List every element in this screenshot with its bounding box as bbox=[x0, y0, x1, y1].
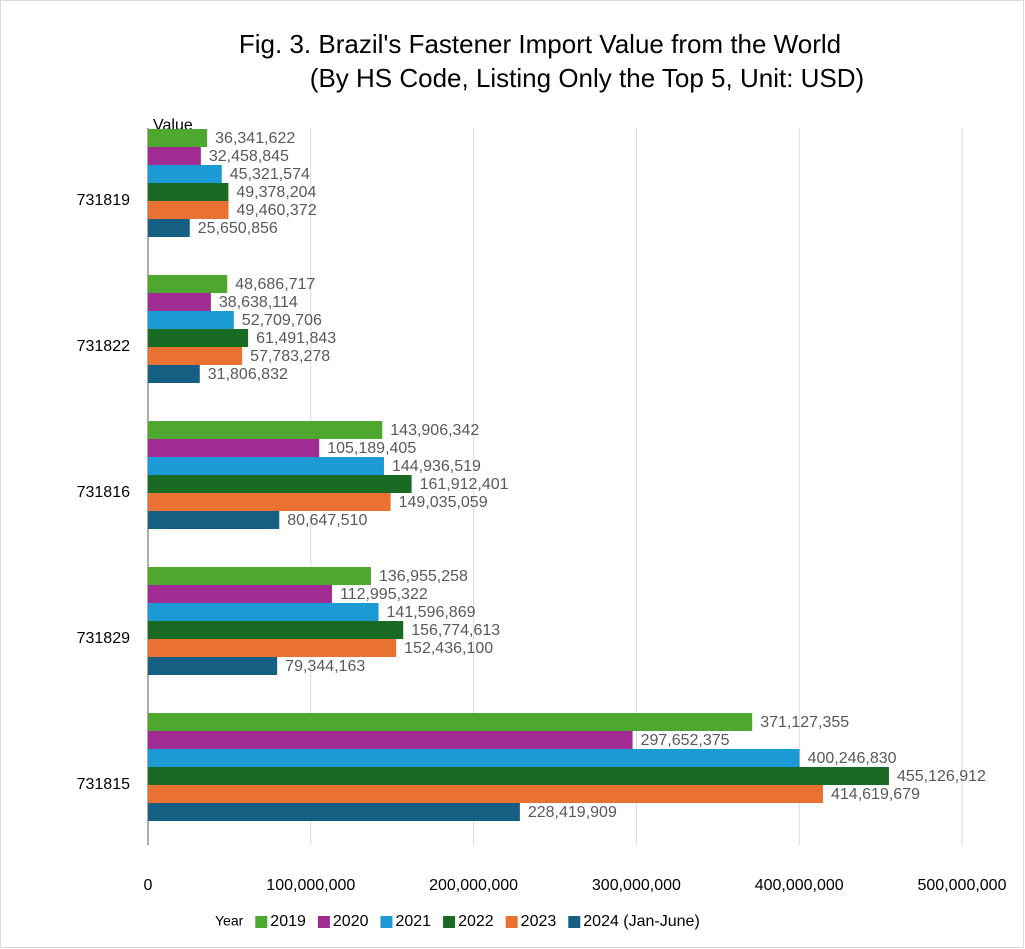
value-label: 136,955,258 bbox=[379, 568, 468, 585]
value-label: 141,596,869 bbox=[387, 604, 476, 621]
value-label: 149,035,059 bbox=[399, 494, 488, 511]
value-label: 144,936,519 bbox=[392, 458, 481, 475]
bar bbox=[148, 749, 800, 767]
bar bbox=[148, 475, 412, 493]
legend-label: 2020 bbox=[333, 913, 369, 930]
bar bbox=[148, 493, 391, 511]
value-label: 152,436,100 bbox=[404, 640, 493, 657]
value-label: 297,652,375 bbox=[641, 732, 730, 749]
bar bbox=[148, 639, 397, 657]
bar bbox=[148, 585, 332, 603]
y-tick-label: 731815 bbox=[77, 776, 130, 793]
value-label: 52,709,706 bbox=[242, 312, 322, 329]
value-label: 57,783,278 bbox=[250, 348, 330, 365]
chart-title: (By HS Code, Listing Only the Top 5, Uni… bbox=[310, 63, 864, 93]
value-label: 80,647,510 bbox=[287, 512, 367, 529]
legend-swatch bbox=[255, 916, 268, 928]
bar bbox=[148, 293, 211, 311]
x-tick-label: 0 bbox=[144, 877, 153, 894]
value-label: 156,774,613 bbox=[411, 622, 500, 639]
x-tick-label: 500,000,000 bbox=[918, 877, 1007, 894]
bar bbox=[148, 785, 824, 803]
value-label: 79,344,163 bbox=[285, 658, 365, 675]
bar bbox=[148, 767, 889, 785]
bar bbox=[148, 421, 383, 439]
value-label: 455,126,912 bbox=[897, 768, 986, 785]
y-tick-label: 731819 bbox=[77, 192, 130, 209]
value-label: 45,321,574 bbox=[230, 166, 310, 183]
x-tick-label: 100,000,000 bbox=[266, 877, 355, 894]
bar bbox=[148, 603, 379, 621]
bar bbox=[148, 365, 200, 383]
value-label: 61,491,843 bbox=[256, 330, 336, 347]
bar bbox=[148, 311, 234, 329]
bar bbox=[148, 731, 633, 749]
y-tick-label: 731822 bbox=[77, 338, 130, 355]
bar bbox=[148, 329, 249, 347]
value-label: 143,906,342 bbox=[390, 422, 479, 439]
bar bbox=[148, 511, 280, 529]
legend-swatch bbox=[380, 916, 393, 928]
legend-label: 2022 bbox=[458, 913, 494, 930]
legend-swatch bbox=[505, 916, 518, 928]
bar bbox=[148, 275, 228, 293]
value-label: 161,912,401 bbox=[420, 476, 509, 493]
bar bbox=[148, 713, 753, 731]
x-tick-label: 300,000,000 bbox=[592, 877, 681, 894]
value-label: 414,619,679 bbox=[831, 786, 920, 803]
y-tick-label: 731829 bbox=[77, 630, 130, 647]
chart-title: Fig. 3. Brazil's Fastener Import Value f… bbox=[239, 29, 841, 59]
bar bbox=[148, 183, 229, 201]
y-tick-label: 731816 bbox=[77, 484, 130, 501]
value-label: 112,995,322 bbox=[340, 586, 428, 603]
legend-label: 2023 bbox=[521, 913, 557, 930]
value-label: 25,650,856 bbox=[198, 220, 278, 237]
value-label: 400,246,830 bbox=[808, 750, 897, 767]
legend-label: 2024 (Jan-June) bbox=[583, 913, 700, 930]
value-label: 38,638,114 bbox=[219, 294, 298, 311]
bar bbox=[148, 219, 190, 237]
value-label: 36,341,622 bbox=[215, 130, 295, 147]
x-tick-label: 200,000,000 bbox=[429, 877, 518, 894]
bar bbox=[148, 201, 229, 219]
bar bbox=[148, 129, 208, 147]
bar bbox=[148, 165, 222, 183]
bar bbox=[148, 567, 371, 585]
bar bbox=[148, 457, 384, 475]
legend-label: 2019 bbox=[270, 913, 306, 930]
bar bbox=[148, 439, 320, 457]
legend-swatch bbox=[443, 916, 456, 928]
x-tick-label: 400,000,000 bbox=[755, 877, 844, 894]
value-label: 32,458,845 bbox=[209, 148, 289, 165]
bar bbox=[148, 347, 243, 365]
value-label: 371,127,355 bbox=[760, 714, 849, 731]
value-label: 49,378,204 bbox=[236, 184, 316, 201]
bar bbox=[148, 657, 278, 675]
value-label: 105,189,405 bbox=[327, 440, 416, 457]
value-label: 31,806,832 bbox=[208, 366, 288, 383]
legend-swatch bbox=[317, 916, 330, 928]
bar bbox=[148, 621, 404, 639]
value-label: 228,419,909 bbox=[528, 804, 617, 821]
bar bbox=[148, 147, 201, 165]
bar bbox=[148, 803, 520, 821]
legend-swatch bbox=[568, 916, 581, 928]
legend-label: 2021 bbox=[395, 913, 431, 930]
value-label: 48,686,717 bbox=[235, 276, 315, 293]
legend-title: Year bbox=[215, 913, 244, 929]
value-label: 49,460,372 bbox=[237, 202, 317, 219]
